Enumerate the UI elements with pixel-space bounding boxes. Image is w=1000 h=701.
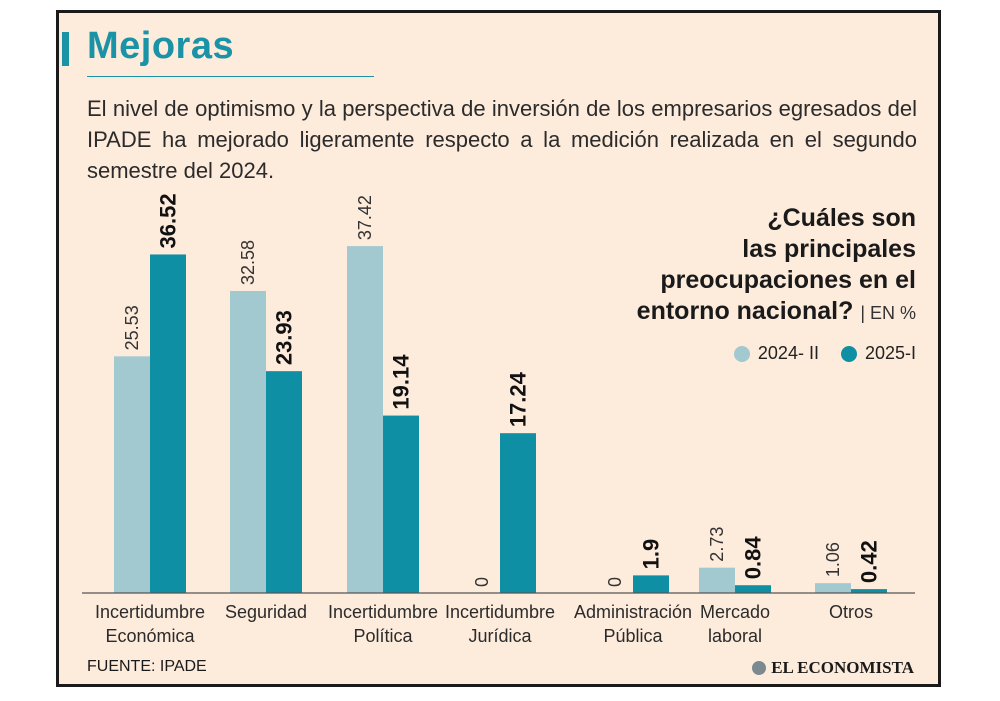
question-line-2: las principales: [742, 235, 916, 263]
bar-2024-5: [699, 567, 735, 593]
data-label-2025-1: 23.93: [272, 310, 297, 365]
category-label-3-0: Incertidumbre: [445, 602, 555, 622]
category-label-6-0: Otros: [829, 602, 873, 622]
category-label-2-1: Política: [353, 626, 413, 646]
category-label-2-0: Incertidumbre: [328, 602, 438, 622]
data-label-2024-1: 32.58: [238, 240, 258, 285]
legend-dot-2024: [733, 345, 750, 362]
bar-2025-2: [383, 415, 419, 593]
data-label-2025-5: 0.84: [741, 536, 766, 580]
question-line-4-wrap: entorno nacional? | EN %: [556, 296, 916, 329]
category-label-3-1: Jurídica: [468, 626, 532, 646]
legend-label-2024: 2024- II: [757, 343, 819, 363]
brand-icon: [752, 661, 767, 675]
bar-2025-5: [735, 585, 771, 593]
category-label-5-0: Mercado: [700, 602, 770, 622]
category-label-4-0: Administración: [574, 602, 692, 622]
subtitle: El nivel de optimismo y la perspectiva d…: [87, 96, 917, 183]
bar-2024-6: [815, 583, 851, 593]
data-label-2024-6: 1.06: [823, 542, 843, 577]
legend-item-2025: 2025-I: [840, 343, 916, 364]
data-label-2025-4: 1.9: [639, 539, 664, 570]
data-label-2025-2: 19.14: [389, 354, 414, 410]
bar-2024-2: [347, 246, 383, 594]
data-label-2024-0: 25.53: [122, 305, 142, 350]
category-label-0-0: Incertidumbre: [95, 602, 205, 622]
source-note: FUENTE: IPADE: [87, 658, 207, 675]
legend-dot-2025: [840, 345, 857, 362]
category-label-4-1: Pública: [603, 626, 663, 646]
data-label-2024-4: 0: [605, 577, 625, 587]
category-label-5-1: laboral: [708, 626, 762, 646]
title-divider: [87, 76, 374, 77]
data-label-2024-5: 2.73: [707, 527, 727, 562]
data-label-2024-2: 37.42: [355, 195, 375, 240]
data-label-2024-3: 0: [472, 577, 492, 587]
question-line-3: preocupaciones en el: [660, 266, 916, 294]
category-label-0-1: Económica: [105, 626, 195, 646]
category-label-1-0: Seguridad: [225, 602, 307, 622]
bar-2025-4: [633, 575, 669, 593]
bar-2025-6: [851, 589, 887, 593]
bar-2025-1: [266, 371, 302, 593]
bar-2024-0: [114, 356, 150, 593]
brand-name: EL ECONOMISTA: [771, 658, 914, 677]
legend: 2024- II 2025-I: [733, 343, 916, 364]
bar-2025-0: [150, 254, 186, 593]
brand-logo: EL ECONOMISTA: [752, 658, 914, 678]
legend-label-2025: 2025-I: [864, 343, 916, 363]
title-accent-bar: [62, 32, 69, 66]
data-label-2025-0: 36.52: [156, 193, 181, 248]
chart-card: Mejoras El nivel de optimismo y la persp…: [56, 10, 941, 687]
data-label-2025-3: 17.24: [506, 371, 531, 427]
bar-2025-3: [500, 433, 536, 593]
question-line-4: entorno nacional?: [636, 297, 854, 325]
data-label-2025-6: 0.42: [857, 540, 882, 583]
page-title: Mejoras: [87, 25, 235, 67]
unit-label: | EN %: [860, 303, 916, 323]
legend-item-2024: 2024- II: [733, 343, 819, 364]
question-line-1: ¿Cuáles son: [767, 204, 916, 232]
bar-2024-1: [230, 290, 266, 593]
chart-question: ¿Cuáles son las principales preocupacion…: [556, 203, 916, 329]
